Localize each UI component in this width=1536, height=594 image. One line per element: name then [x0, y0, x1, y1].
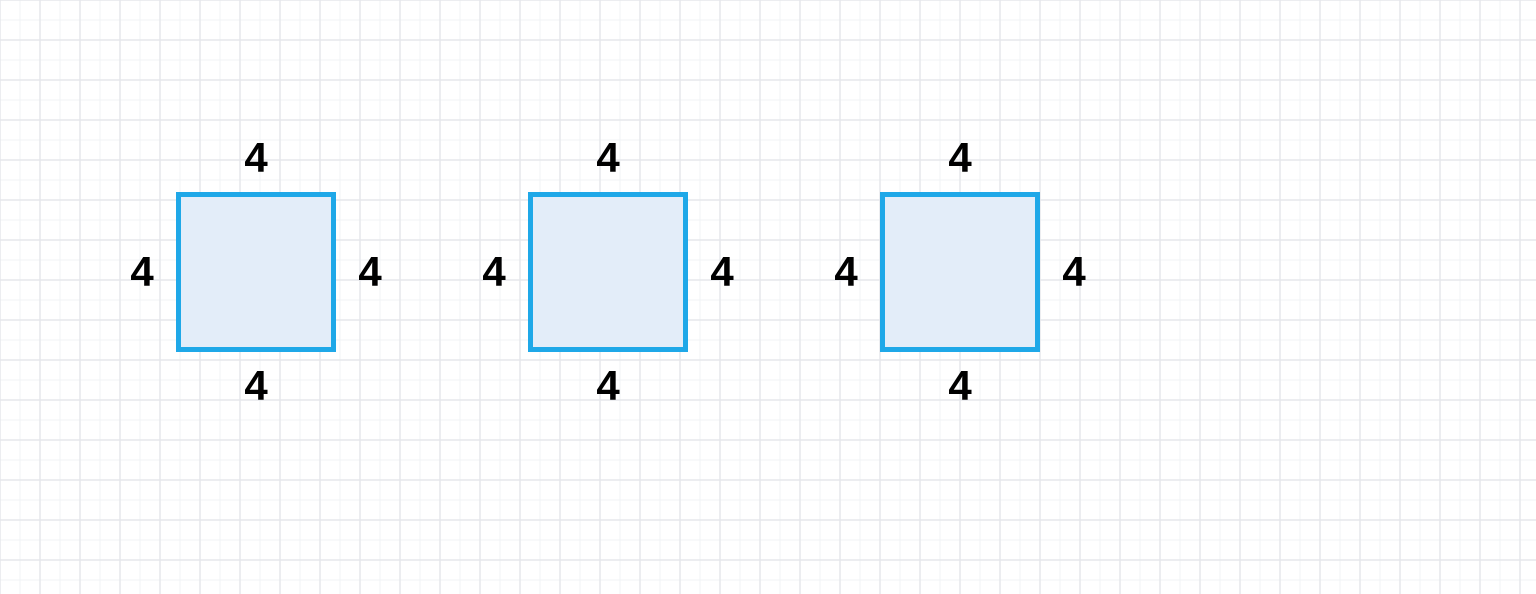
- square-1-label-left: 4: [130, 251, 153, 293]
- square-3-label-bottom: 4: [948, 365, 971, 407]
- square-3-label-left: 4: [834, 251, 857, 293]
- square-1-label-right: 4: [358, 251, 381, 293]
- square-3-label-right: 4: [1062, 251, 1085, 293]
- square-3-label-top: 4: [948, 137, 971, 179]
- square-1: [176, 192, 336, 352]
- square-2: [528, 192, 688, 352]
- square-2-label-bottom: 4: [596, 365, 619, 407]
- square-2-label-right: 4: [710, 251, 733, 293]
- square-2-label-top: 4: [596, 137, 619, 179]
- square-3: [880, 192, 1040, 352]
- diagram-stage: 4 4 4 4 4 4 4 4 4 4 4 4: [0, 0, 1536, 594]
- square-2-label-left: 4: [482, 251, 505, 293]
- square-1-label-bottom: 4: [244, 365, 267, 407]
- square-1-label-top: 4: [244, 137, 267, 179]
